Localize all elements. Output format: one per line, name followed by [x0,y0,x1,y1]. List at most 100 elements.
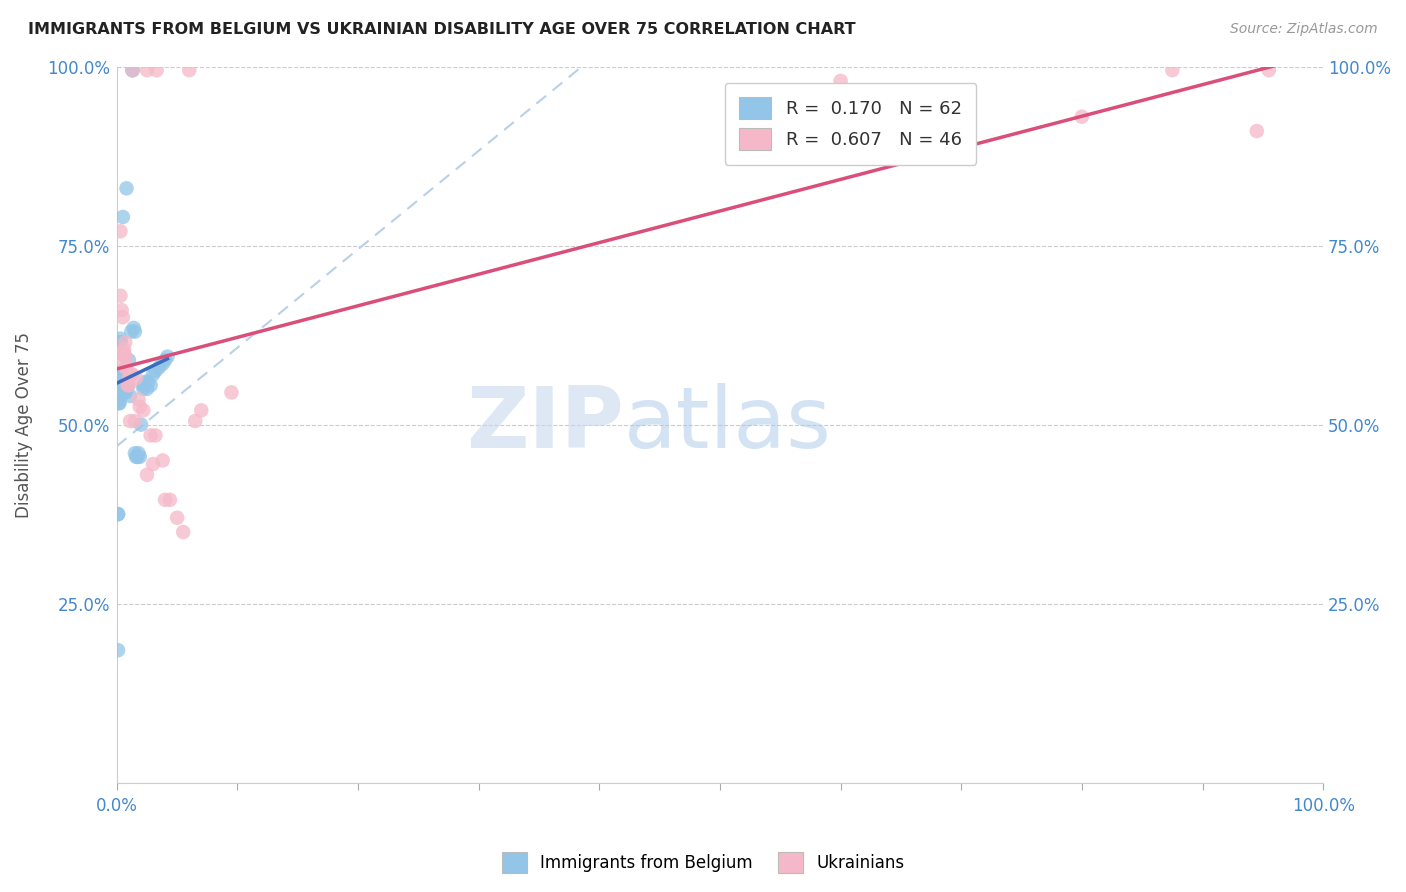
Text: Source: ZipAtlas.com: Source: ZipAtlas.com [1230,22,1378,37]
Point [111,378,134,392]
Point [135,375,157,389]
Point [112,343,135,357]
Point [110,289,132,303]
Point [111,368,134,382]
Point [111,371,134,385]
Point [112,378,135,392]
Point [221,385,243,400]
Point [132,378,155,392]
Point [114,385,136,400]
Point [122,321,145,335]
Point [132,382,155,396]
Text: IMMIGRANTS FROM BELGIUM VS UKRAINIAN DISABILITY AGE OVER 75 CORRELATION CHART: IMMIGRANTS FROM BELGIUM VS UKRAINIAN DIS… [28,22,856,37]
Point [136,63,159,78]
Point [128,446,150,460]
Legend: Immigrants from Belgium, Ukrainians: Immigrants from Belgium, Ukrainians [495,846,911,880]
Point [148,360,170,375]
Point [121,63,143,78]
Point [125,371,148,385]
Point [112,346,135,360]
Point [111,368,134,382]
Point [950,131,973,145]
Point [118,353,141,368]
Point [118,378,141,392]
Point [111,378,134,392]
Point [139,378,162,392]
Point [115,360,138,375]
Point [153,353,176,368]
Point [112,353,135,368]
Point [108,392,131,407]
Point [115,181,138,195]
Point [114,385,136,400]
Point [190,403,212,417]
Point [153,492,176,507]
Point [107,507,129,521]
Point [108,389,131,403]
Point [145,364,167,378]
Point [139,428,162,442]
Point [110,224,132,238]
Point [108,396,131,410]
Point [184,414,207,428]
Point [111,303,134,318]
Point [112,375,135,389]
Point [129,417,152,432]
Point [114,350,136,364]
Y-axis label: Disability Age Over 75: Disability Age Over 75 [15,332,32,517]
Point [114,360,136,375]
Point [120,414,142,428]
Point [830,74,852,88]
Point [118,371,141,385]
Point [111,364,134,378]
Legend: R =  0.170   N = 62, R =  0.607   N = 46: R = 0.170 N = 62, R = 0.607 N = 46 [724,83,976,165]
Point [120,368,142,382]
Point [179,63,201,78]
Point [145,63,167,78]
Point [111,371,134,385]
Point [136,467,159,482]
Point [114,382,136,396]
Point [134,378,156,392]
Point [115,360,138,375]
Point [1070,110,1092,124]
Point [124,446,146,460]
Point [112,378,135,392]
Point [132,403,155,417]
Point [117,378,139,392]
Point [1246,124,1268,138]
Point [128,400,150,414]
Point [115,382,138,396]
Point [117,378,139,392]
Point [152,453,174,467]
Point [110,346,132,360]
Point [108,385,131,400]
Point [159,492,181,507]
Point [121,63,143,78]
Point [136,382,159,396]
Point [111,210,134,224]
Point [110,332,132,346]
Text: atlas: atlas [623,384,831,467]
Point [111,310,134,325]
Point [120,389,142,403]
Point [125,450,148,464]
Point [112,375,135,389]
Text: ZIP: ZIP [465,384,623,467]
Point [166,510,188,524]
Point [110,343,132,357]
Point [127,450,149,464]
Point [124,414,146,428]
Point [108,385,131,400]
Point [128,392,150,407]
Point [152,357,174,371]
Point [117,378,139,392]
Point [108,392,131,407]
Point [142,457,165,471]
Point [142,368,165,382]
Point [121,368,143,382]
Point [110,335,132,350]
Point [121,63,143,78]
Point [110,346,132,360]
Point [107,507,129,521]
